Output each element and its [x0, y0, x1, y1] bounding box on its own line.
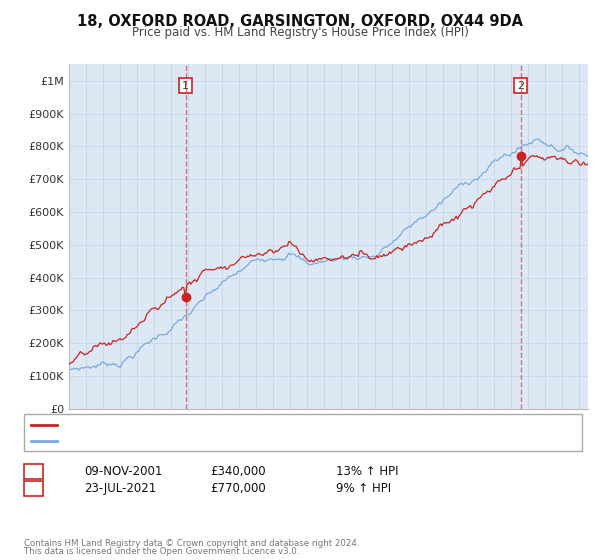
Text: 9% ↑ HPI: 9% ↑ HPI — [336, 482, 391, 495]
Text: 2: 2 — [517, 81, 524, 91]
Text: 13% ↑ HPI: 13% ↑ HPI — [336, 465, 398, 478]
Text: 23-JUL-2021: 23-JUL-2021 — [84, 482, 156, 495]
Text: 2: 2 — [29, 482, 38, 495]
Text: Price paid vs. HM Land Registry's House Price Index (HPI): Price paid vs. HM Land Registry's House … — [131, 26, 469, 39]
Text: £340,000: £340,000 — [210, 465, 266, 478]
Text: 18, OXFORD ROAD, GARSINGTON, OXFORD, OX44 9DA (detached house): 18, OXFORD ROAD, GARSINGTON, OXFORD, OX4… — [63, 419, 442, 430]
Text: Contains HM Land Registry data © Crown copyright and database right 2024.: Contains HM Land Registry data © Crown c… — [24, 539, 359, 548]
Text: HPI: Average price, detached house, South Oxfordshire: HPI: Average price, detached house, Sout… — [63, 436, 350, 446]
Text: 1: 1 — [182, 81, 189, 91]
Text: 1: 1 — [29, 465, 38, 478]
Text: £770,000: £770,000 — [210, 482, 266, 495]
Text: 18, OXFORD ROAD, GARSINGTON, OXFORD, OX44 9DA: 18, OXFORD ROAD, GARSINGTON, OXFORD, OX4… — [77, 14, 523, 29]
Text: 09-NOV-2001: 09-NOV-2001 — [84, 465, 163, 478]
Text: This data is licensed under the Open Government Licence v3.0.: This data is licensed under the Open Gov… — [24, 547, 299, 556]
